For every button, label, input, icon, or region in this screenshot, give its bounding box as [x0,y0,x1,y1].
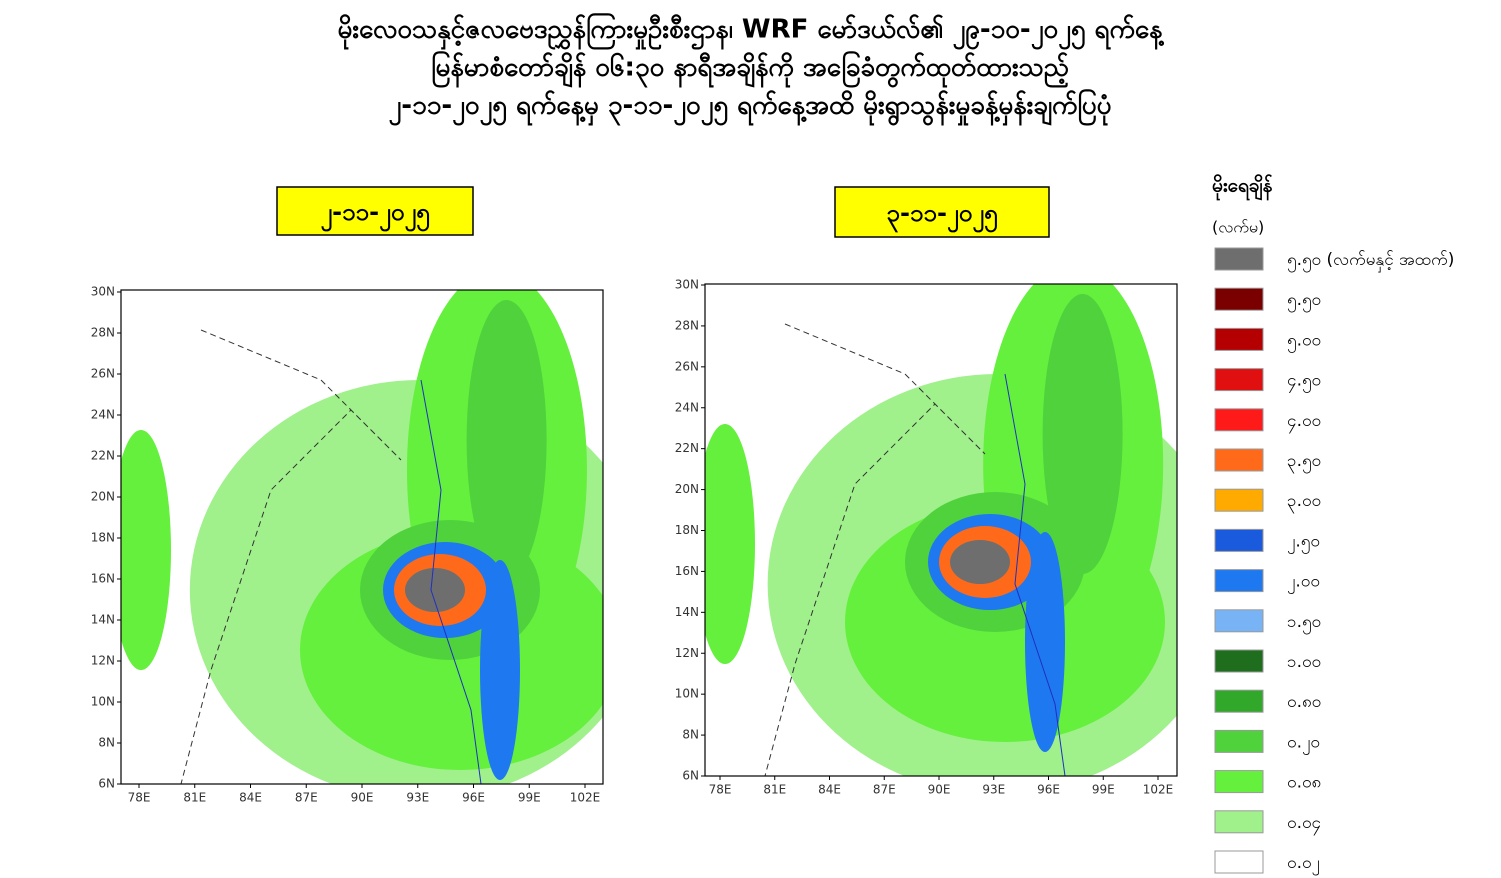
lat-label: 20N [91,490,115,504]
legend-swatch [1214,850,1264,874]
lon-label: 87E [873,783,896,797]
lon-label: 78E [709,783,732,797]
lat-label: 8N [682,728,699,742]
rain-area [705,424,755,664]
rain-map: 30N 28N 26N 24N 22N 20N 18N 16N 14N 12N 10N 8N 6N 78E… [675,278,1178,797]
lat-label: 18N [675,523,699,537]
lat-label: 6N [98,777,115,791]
legend-title: မိုးရေချိန် [1212,173,1273,202]
lat-label: 24N [675,400,699,414]
legend-label: ၃.၀၀ [1287,491,1321,514]
rain-area [466,300,547,580]
date-box [834,186,1050,238]
lat-label: 14N [675,605,699,619]
legend-label: ၁.၀၀ [1287,652,1321,672]
lon-label: 81E [763,783,786,797]
lat-label: 16N [675,564,699,578]
legend-swatch [1214,649,1264,673]
title-line: မြန်မာစံတော်ချိန် ၀၆:၃၀ နာရီအချိန်ကို အခ… [431,50,1069,89]
rain-area [950,540,1010,584]
lat-label: 12N [91,654,115,668]
legend-swatch [1214,488,1264,512]
legend-label: ၀.၀၂ [1287,853,1320,876]
lon-label: 90E [928,783,951,797]
rain-area [121,430,171,670]
legend-swatch [1214,247,1264,271]
date-box [276,186,474,236]
legend-label: ၄.၅၀ [1287,371,1321,394]
legend-label: ၅.၅၀ (လက်မနှင့် အထက်) [1287,250,1454,273]
legend-swatch [1214,528,1264,552]
rain-areas [121,290,603,784]
lon-label: 90E [351,791,374,805]
lat-label: 24N [91,408,115,422]
legend-label: ၂.၀၀ [1287,572,1320,595]
lon-label: 99E [518,791,541,805]
legend-swatch [1214,327,1264,351]
legend-swatch [1214,569,1264,593]
border [420,379,482,784]
legend-label: ၃.၅၀ [1287,451,1321,474]
lat-label: 30N [91,285,115,299]
border [1004,373,1066,776]
lon-label: 102E [570,791,601,805]
lat-label: 20N [675,482,699,496]
lon-label: 93E [406,791,429,805]
legend-swatch [1214,448,1264,472]
coastline [180,329,402,784]
title-line: ၂-၁၁-၂၀၂၅ ရက်နေ့မှ ၃-၁၁-၂၀၂၅ ရက်နေ့အထိ မ… [389,88,1112,127]
legend-label: ၁.၅၀ [1287,612,1321,635]
lat-label: 28N [675,318,699,332]
coastline [764,323,986,776]
legend-label: ၅.၀၀ [1287,330,1321,353]
legend-swatch [1214,287,1264,311]
lon-label: 84E [818,783,841,797]
legend-label: ၀.၀၈ [1287,773,1321,793]
lat-label: 18N [91,531,115,545]
lat-label: 26N [675,359,699,373]
lon-label: 102E [1143,783,1174,797]
legend-swatch [1214,609,1264,633]
lat-label: 6N [682,769,699,783]
legend-swatch [1214,408,1264,432]
title-line: မိုးလေဝသနှင့်ဇလဗေဒညွှန်ကြားမှုဦးစီးဌာန၊ … [337,12,1164,51]
lat-label: 30N [675,278,699,292]
legend-swatch [1214,729,1264,753]
lat-label: 10N [675,687,699,701]
legend-swatch [1214,689,1264,713]
lat-label: 12N [675,646,699,660]
legend-swatch [1214,810,1264,834]
lon-label: 87E [295,791,318,805]
legend-label: ၀.၂၀ [1287,732,1320,755]
rain-areas [705,284,1177,776]
legend-label: ၀.၀၄ [1287,813,1321,836]
lat-label: 8N [98,736,115,750]
legend-swatch [1214,770,1264,794]
legend-label: ၀.၈၀ [1287,692,1321,712]
lat-label: 28N [91,326,115,340]
legend-label: ၂.၅၀ [1287,531,1320,554]
lat-label: 22N [91,449,115,463]
lat-label: 10N [91,695,115,709]
lon-label: 96E [462,791,485,805]
legend-unit: (လက်မ) [1212,218,1264,237]
rain-area [1042,294,1123,574]
lat-label: 14N [91,613,115,627]
legend-label: ၅.၅၀ [1287,290,1321,313]
lon-label: 93E [982,783,1005,797]
lat-label: 26N [91,367,115,381]
lon-label: 96E [1037,783,1060,797]
legend-label: ၄.၀၀ [1287,411,1321,434]
rain-map: 30N 28N 26N 24N 22N 20N 18N 16N 14N 12N 10N 8N 6N 78E… [91,285,604,805]
lon-label: 84E [239,791,262,805]
lat-label: 16N [91,572,115,586]
lon-label: 99E [1092,783,1115,797]
lon-label: 81E [183,791,206,805]
lat-label: 22N [675,441,699,455]
legend-swatch [1214,368,1264,392]
lon-label: 78E [128,791,151,805]
rain-area [405,568,465,612]
